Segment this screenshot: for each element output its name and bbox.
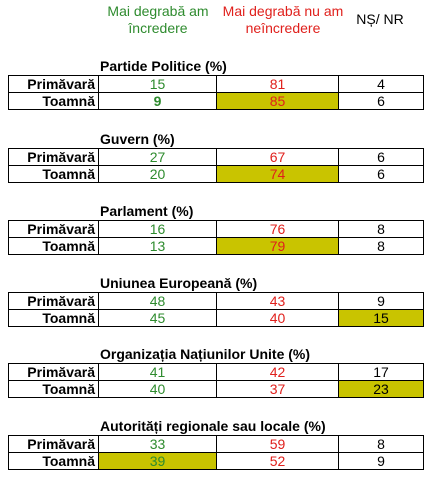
row-label: Toamnă (8, 237, 99, 255)
nsnr-cell-highlighted: 23 (338, 380, 424, 398)
data-table: Primăvară 41 42 17 Toamnă 40 37 23 (8, 363, 424, 398)
nsnr-cell: 9 (338, 452, 424, 470)
section-title: Parlament (%) (100, 203, 194, 219)
row-label: Toamnă (8, 452, 99, 470)
row-label: Toamnă (8, 165, 99, 183)
distrust-cell: 59 (216, 435, 339, 453)
table-row: Toamnă 13 79 8 (8, 237, 424, 255)
section-title: Uniunea Europeană (%) (100, 275, 258, 291)
distrust-cell-highlighted: 79 (216, 237, 339, 255)
table-row: Primăvară 27 67 6 (8, 148, 424, 166)
nsnr-cell: 8 (338, 237, 424, 255)
trust-cell: 45 (98, 309, 217, 327)
table-row: Primăvară 15 81 4 (8, 75, 424, 93)
row-label: Primăvară (8, 435, 99, 453)
table-row: Primăvară 33 59 8 (8, 435, 424, 453)
distrust-cell: 67 (216, 148, 339, 166)
table-row: Toamnă 45 40 15 (8, 309, 424, 327)
trust-cell: 40 (98, 380, 217, 398)
header-nsnr: NȘ/ NR (356, 11, 404, 27)
trust-cell: 16 (98, 220, 217, 238)
section-title: Partide Politice (%) (100, 58, 227, 74)
table-row: Toamnă 40 37 23 (8, 380, 424, 398)
trust-cell-highlighted: 39 (98, 452, 217, 470)
distrust-cell: 81 (216, 75, 339, 93)
row-label: Toamnă (8, 380, 99, 398)
distrust-cell-highlighted: 74 (216, 165, 339, 183)
row-label: Primăvară (8, 220, 99, 238)
trust-cell: 48 (98, 292, 217, 310)
row-label: Primăvară (8, 363, 99, 381)
nsnr-cell: 6 (338, 165, 424, 183)
data-table: Primăvară 16 76 8 Toamnă 13 79 8 (8, 220, 424, 255)
nsnr-cell: 8 (338, 220, 424, 238)
nsnr-cell: 6 (338, 148, 424, 166)
header-distrust: Mai degrabă nu am neîncredere (222, 3, 344, 36)
row-label: Toamnă (8, 92, 99, 110)
data-table: Primăvară 15 81 4 Toamnă 9 85 6 (8, 75, 424, 110)
distrust-cell: 42 (216, 363, 339, 381)
data-table: Primăvară 48 43 9 Toamnă 45 40 15 (8, 292, 424, 327)
trust-cell: 33 (98, 435, 217, 453)
nsnr-cell: 17 (338, 363, 424, 381)
table-row: Primăvară 48 43 9 (8, 292, 424, 310)
distrust-cell: 43 (216, 292, 339, 310)
row-label: Toamnă (8, 309, 99, 327)
distrust-cell-highlighted: 85 (216, 92, 339, 110)
trust-cell: 9 (98, 92, 217, 110)
table-row: Primăvară 16 76 8 (8, 220, 424, 238)
nsnr-cell: 6 (338, 92, 424, 110)
trust-cell: 13 (98, 237, 217, 255)
nsnr-cell: 8 (338, 435, 424, 453)
row-label: Primăvară (8, 148, 99, 166)
section-title: Organizația Națiunilor Unite (%) (100, 346, 311, 362)
row-label: Primăvară (8, 75, 99, 93)
data-table: Primăvară 27 67 6 Toamnă 20 74 6 (8, 148, 424, 183)
data-table: Primăvară 33 59 8 Toamnă 39 52 9 (8, 435, 424, 470)
nsnr-cell: 9 (338, 292, 424, 310)
row-label: Primăvară (8, 292, 99, 310)
section-title: Guvern (%) (100, 131, 175, 147)
trust-cell: 27 (98, 148, 217, 166)
nsnr-cell-highlighted: 15 (338, 309, 424, 327)
table-row: Toamnă 20 74 6 (8, 165, 424, 183)
distrust-cell: 52 (216, 452, 339, 470)
table-row: Toamnă 9 85 6 (8, 92, 424, 110)
trust-cell: 41 (98, 363, 217, 381)
trust-cell: 20 (98, 165, 217, 183)
nsnr-cell: 4 (338, 75, 424, 93)
table-row: Toamnă 39 52 9 (8, 452, 424, 470)
distrust-cell: 40 (216, 309, 339, 327)
distrust-cell: 37 (216, 380, 339, 398)
trust-cell: 15 (98, 75, 217, 93)
section-title: Autorități regionale sau locale (%) (100, 418, 326, 434)
table-row: Primăvară 41 42 17 (8, 363, 424, 381)
header-trust: Mai degrabă am încredere (107, 3, 209, 36)
distrust-cell: 76 (216, 220, 339, 238)
